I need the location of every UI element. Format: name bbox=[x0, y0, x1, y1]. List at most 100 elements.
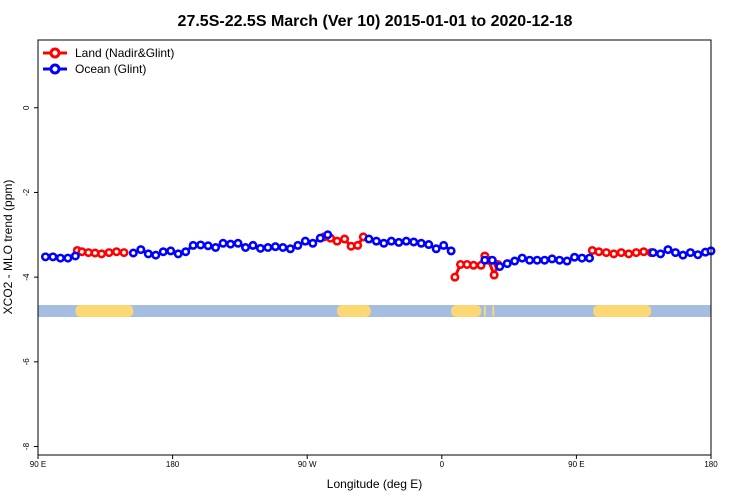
ocean-point bbox=[648, 248, 658, 258]
y-axis-label: XCO2 - MLO trend (ppm) bbox=[1, 180, 15, 315]
ocean-point bbox=[386, 236, 396, 246]
land-point bbox=[112, 247, 122, 257]
ocean-point bbox=[285, 244, 295, 254]
y-axis: 0 -2 -4 -6 -8 bbox=[22, 105, 38, 450]
y-tick-label: -8 bbox=[22, 442, 31, 450]
ocean-point bbox=[525, 255, 535, 265]
ocean-point bbox=[128, 248, 138, 258]
ocean-point bbox=[278, 243, 288, 253]
plot-frame bbox=[37, 39, 712, 456]
ocean-point bbox=[394, 237, 404, 247]
ocean-point bbox=[143, 249, 153, 259]
land-point bbox=[104, 248, 114, 258]
ocean-point bbox=[233, 238, 243, 248]
ocean-point bbox=[158, 247, 168, 257]
ocean-point bbox=[70, 251, 80, 261]
ocean-point bbox=[562, 256, 572, 266]
land-segment bbox=[492, 305, 495, 318]
ocean-point bbox=[510, 256, 520, 266]
ocean-point bbox=[480, 255, 490, 265]
land-segment bbox=[337, 305, 371, 318]
chart-title: 27.5S-22.5S March (Ver 10) 2015-01-01 to… bbox=[178, 13, 573, 30]
land-point bbox=[631, 248, 641, 258]
x-tick-label: 180 bbox=[166, 460, 180, 469]
ocean-point bbox=[315, 233, 325, 243]
land-point bbox=[353, 240, 363, 250]
ocean-point bbox=[166, 246, 176, 256]
legend-land-label: Land (Nadir&Glint) bbox=[75, 46, 174, 60]
x-tick-label: 180 bbox=[704, 460, 718, 469]
series-layer bbox=[40, 230, 716, 282]
land-point bbox=[489, 270, 499, 280]
x-tick-label: 90 E bbox=[30, 460, 46, 469]
land-point bbox=[594, 247, 604, 257]
ocean-point bbox=[495, 262, 505, 272]
ocean-point bbox=[547, 254, 557, 264]
land-point bbox=[624, 249, 634, 259]
ocean-strip bbox=[38, 305, 711, 318]
land-segment bbox=[483, 305, 486, 318]
ocean-point bbox=[424, 240, 434, 250]
legend-ocean-marker bbox=[49, 63, 61, 75]
ocean-point bbox=[446, 246, 456, 256]
ocean-point bbox=[211, 243, 221, 253]
land-point bbox=[450, 272, 460, 282]
legend: Land (Nadir&Glint) Ocean (Glint) bbox=[43, 46, 174, 76]
ocean-point bbox=[173, 249, 183, 259]
ocean-point bbox=[188, 240, 198, 250]
ocean-point bbox=[685, 248, 695, 258]
ocean-point bbox=[555, 255, 565, 265]
ocean-point bbox=[663, 245, 673, 255]
land-point bbox=[609, 249, 619, 259]
land-point bbox=[119, 248, 129, 258]
ocean-point bbox=[431, 244, 441, 254]
ocean-point bbox=[693, 250, 703, 260]
ocean-point bbox=[151, 250, 161, 260]
ocean-point bbox=[570, 252, 580, 262]
ocean-point bbox=[371, 236, 381, 246]
ocean-point bbox=[241, 243, 251, 253]
ocean-point bbox=[136, 245, 146, 255]
ocean-point bbox=[226, 239, 236, 249]
ocean-point bbox=[401, 236, 411, 246]
x-tick-label: 0 bbox=[440, 460, 445, 469]
ocean-point bbox=[577, 253, 587, 263]
ocean-point bbox=[300, 236, 310, 246]
ocean-point bbox=[293, 240, 303, 250]
ocean-point bbox=[63, 253, 73, 263]
x-tick-label: 90 E bbox=[568, 460, 584, 469]
ocean-point bbox=[409, 237, 419, 247]
land-point bbox=[601, 248, 611, 258]
ocean-point bbox=[55, 253, 65, 263]
ocean-point bbox=[263, 243, 273, 253]
land-segment bbox=[593, 305, 652, 318]
ocean-point bbox=[196, 240, 206, 250]
x-tick-label: 90 W bbox=[298, 460, 317, 469]
ocean-point bbox=[487, 255, 497, 265]
ocean-point bbox=[270, 242, 280, 252]
legend-ocean-label: Ocean (Glint) bbox=[75, 62, 146, 76]
ocean-point bbox=[248, 240, 258, 250]
land-point bbox=[340, 234, 350, 244]
x-axis-label: Longitude (deg E) bbox=[327, 477, 422, 491]
ocean-point bbox=[439, 240, 449, 250]
ocean-point bbox=[670, 248, 680, 258]
ocean-point bbox=[656, 249, 666, 259]
ocean-point bbox=[323, 230, 333, 240]
land-segment bbox=[451, 305, 482, 318]
ocean-point bbox=[517, 253, 527, 263]
land-point bbox=[616, 248, 626, 258]
ocean-point bbox=[416, 238, 426, 248]
ocean-point bbox=[532, 255, 542, 265]
ocean-point bbox=[255, 243, 265, 253]
ocean-point bbox=[540, 255, 550, 265]
y-tick-label: -4 bbox=[22, 273, 31, 281]
land-segment bbox=[75, 305, 134, 318]
ocean-point bbox=[48, 252, 58, 262]
ocean-point bbox=[678, 250, 688, 260]
land-point bbox=[639, 247, 649, 257]
ocean-point bbox=[203, 241, 213, 251]
ocean-point bbox=[308, 238, 318, 248]
ocean-point bbox=[379, 238, 389, 248]
land-point bbox=[332, 236, 342, 246]
